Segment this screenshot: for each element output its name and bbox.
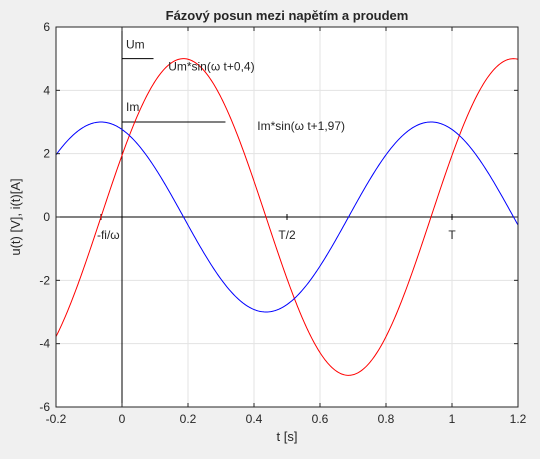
ticks: -0.2 0 0.2 0.4 0.6 0.8 1 1.2 -6 -4 -2 0 2 4 6 — [39, 20, 526, 426]
red-series-label: Um*sin(ω t+0,4) — [168, 60, 254, 74]
um-label: Um — [126, 38, 145, 52]
half-period-label: T/2 — [278, 228, 296, 242]
x-tick-label: 0.4 — [246, 412, 263, 426]
series — [55, 58, 519, 376]
chart-title: Fázový posun mezi napětím a proudem — [166, 8, 409, 23]
x-tick-label: 0.2 — [180, 412, 197, 426]
x-tick-label: -0.2 — [46, 412, 67, 426]
im-label: Im — [126, 100, 139, 114]
y-tick-label: 6 — [43, 20, 50, 34]
y-tick-label: 0 — [43, 210, 50, 224]
blue-series-label: Im*sin(ω t+1,97) — [257, 119, 345, 133]
period-label: T — [448, 228, 456, 242]
annotations: Um Im -fi/ω T/2 T Um*sin(ω t+0,4) Im*sin… — [97, 38, 456, 242]
x-tick-label: 0 — [119, 412, 126, 426]
y-tick-label: -4 — [39, 337, 50, 351]
x-tick-label: 0.8 — [378, 412, 395, 426]
x-tick-label: 1.2 — [510, 412, 527, 426]
x-axis-label: t [s] — [277, 429, 298, 444]
y-tick-label: -2 — [39, 273, 50, 287]
reference-lines — [56, 27, 518, 407]
y-tick-label: 2 — [43, 147, 50, 161]
x-tick-label: 1 — [449, 412, 456, 426]
x-tick-label: 0.6 — [312, 412, 329, 426]
voltage-series-line — [55, 58, 519, 376]
fi-label: -fi/ω — [97, 228, 120, 242]
y-axis-label: u(t) [V], i(t)[A] — [8, 178, 23, 255]
y-tick-label: 4 — [43, 83, 50, 97]
current-series-line — [55, 121, 519, 313]
y-tick-label: -6 — [39, 400, 50, 414]
